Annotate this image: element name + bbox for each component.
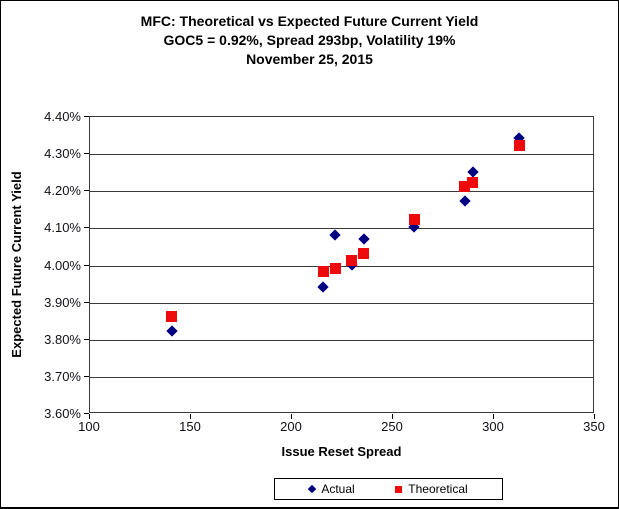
y-axis-title: Expected Future Current Yield <box>9 171 24 358</box>
square-icon <box>395 485 403 493</box>
data-point-theoretical <box>358 247 370 259</box>
data-point-theoretical <box>346 255 358 267</box>
plot-area <box>89 116 594 413</box>
y-tick-label: 4.20% <box>44 183 81 199</box>
chart-date: November 25, 2015 <box>246 51 373 67</box>
chart-title-block: MFC: Theoretical vs Expected Future Curr… <box>1 12 618 69</box>
y-tick-label: 4.00% <box>44 257 81 273</box>
x-tick-label: 150 <box>179 419 201 434</box>
x-tick-mark <box>190 414 191 419</box>
y-tick-mark <box>84 153 89 155</box>
chart-subtitle: GOC5 = 0.92%, Spread 293bp, Volatility 1… <box>163 32 456 48</box>
legend-entry-theoretical: Theoretical <box>395 482 468 496</box>
y-tick-label: 3.90% <box>44 294 81 310</box>
legend-entry-actual: Actual <box>308 482 355 496</box>
legend-box: Actual Theoretical <box>274 478 503 500</box>
data-point-theoretical <box>513 140 525 152</box>
x-tick-mark <box>89 414 90 419</box>
y-tick-mark <box>84 227 89 229</box>
y-tick-label: 3.80% <box>44 331 81 347</box>
y-tick-label: 3.70% <box>44 368 81 384</box>
data-point-theoretical <box>166 310 178 322</box>
data-point-theoretical <box>459 181 471 193</box>
diamond-icon <box>308 484 317 494</box>
data-point-theoretical <box>317 266 329 278</box>
x-tick-mark <box>594 414 595 419</box>
chart-title: MFC: Theoretical vs Expected Future Curr… <box>140 13 479 29</box>
gridline <box>90 191 593 193</box>
data-point-theoretical <box>408 214 420 226</box>
gridline <box>90 228 593 230</box>
legend-label: Theoretical <box>408 482 468 496</box>
gridline <box>90 265 593 267</box>
x-tick-label: 200 <box>280 419 302 434</box>
gridline <box>90 302 593 304</box>
y-tick-mark <box>84 338 89 340</box>
x-tick-label: 100 <box>78 419 100 434</box>
y-tick-label: 4.40% <box>44 109 81 124</box>
x-axis-title: Issue Reset Spread <box>281 444 402 459</box>
legend-label: Actual <box>321 482 355 496</box>
y-tick-mark <box>84 301 89 303</box>
y-tick-mark <box>84 116 89 117</box>
gridline <box>90 376 593 378</box>
x-tick-label: 300 <box>482 419 504 434</box>
y-tick-mark <box>84 375 89 377</box>
y-tick-label: 3.60% <box>44 406 81 421</box>
x-tick-label: 350 <box>583 419 605 434</box>
x-tick-mark <box>291 414 292 419</box>
x-tick-mark <box>493 414 494 419</box>
gridline <box>90 154 593 156</box>
gridline <box>90 339 593 341</box>
y-tick-label: 4.10% <box>44 220 81 236</box>
y-tick-mark <box>84 190 89 192</box>
x-tick-label: 250 <box>381 419 403 434</box>
x-tick-mark <box>392 414 393 419</box>
data-point-theoretical <box>467 177 479 189</box>
y-tick-mark <box>84 264 89 266</box>
y-tick-label: 4.30% <box>44 146 81 162</box>
y-tick-mark <box>84 413 89 414</box>
data-point-theoretical <box>329 262 341 274</box>
